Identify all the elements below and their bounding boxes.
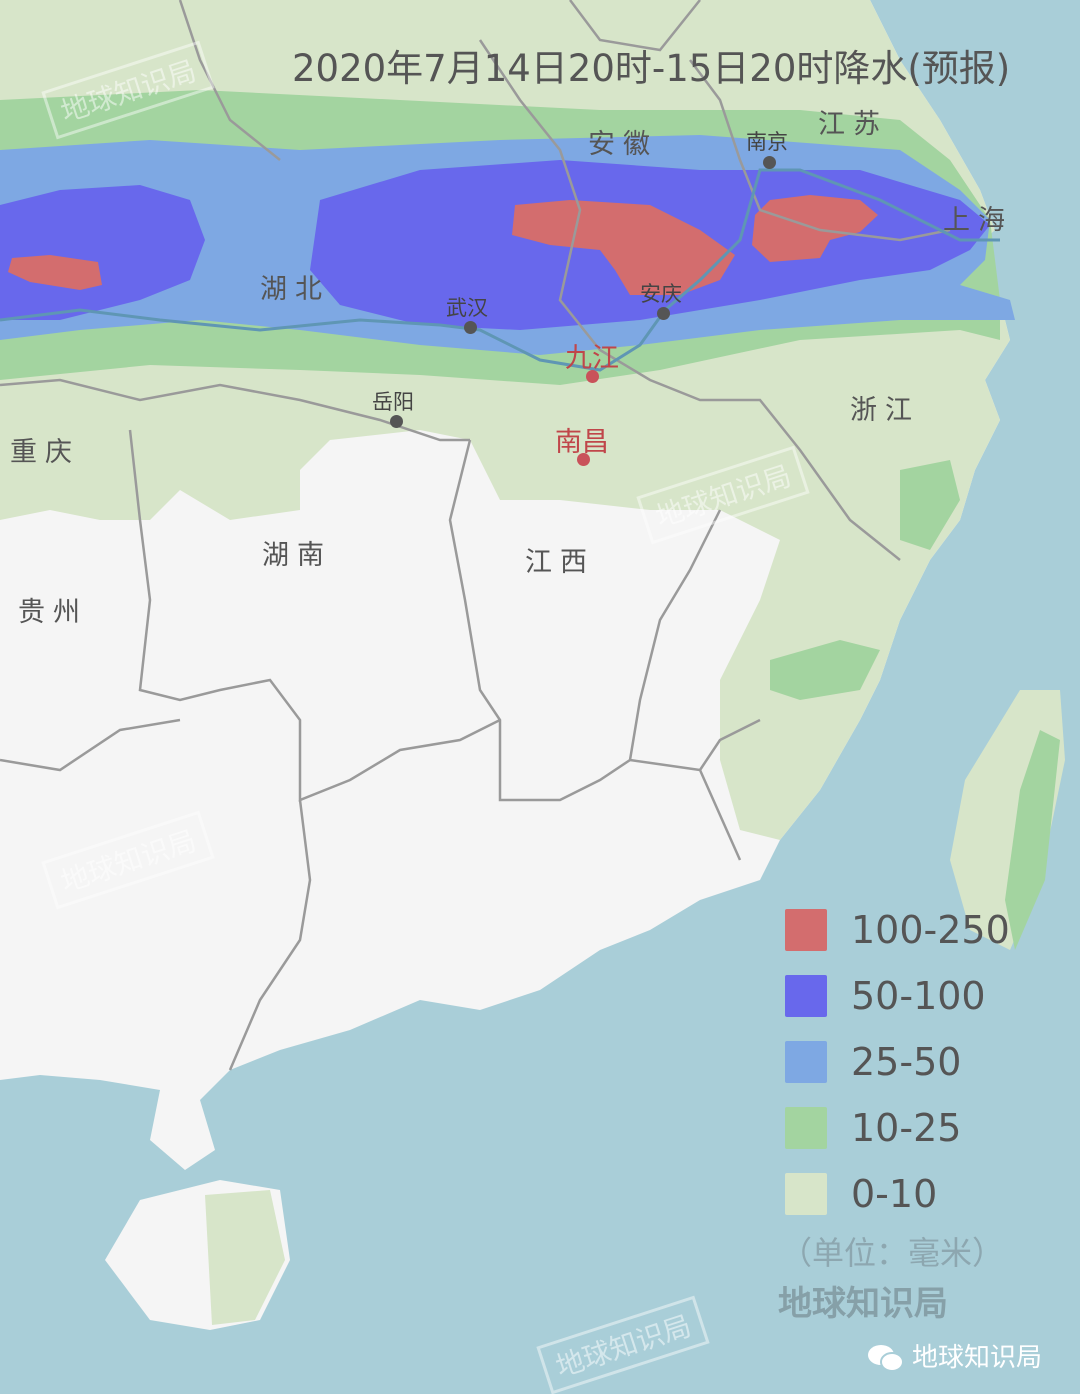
wechat-credit: 地球知识局 (866, 1342, 1042, 1374)
legend-swatch (785, 1107, 827, 1149)
legend: 100-250 50-100 25-50 10-25 0-10 (785, 897, 1010, 1227)
legend-item: 100-250 (785, 897, 1010, 963)
legend-item: 0-10 (785, 1161, 1010, 1227)
legend-swatch (785, 975, 827, 1017)
province-label: 重庆 (10, 437, 80, 468)
province-label: 上海 (943, 205, 1013, 236)
city-label: 武汉 (446, 296, 488, 320)
brand-label: 地球知识局 (778, 1284, 948, 1324)
map-title: 2020年7月14日20时-15日20时降水(预报) (292, 47, 1011, 90)
province-label: 江西 (525, 547, 595, 578)
wechat-account-name: 地球知识局 (912, 1343, 1043, 1373)
city-marker (464, 321, 477, 334)
province-label: 湖南 (262, 540, 332, 571)
province-label: 安徽 (588, 129, 658, 160)
zone-10-25-fujian (770, 640, 880, 700)
province-boundaries (0, 0, 951, 1071)
city-label: 岳阳 (372, 390, 414, 414)
legend-item: 50-100 (785, 963, 1010, 1029)
zone-10-25-zhejiang (900, 460, 960, 550)
zone-100-250-central (512, 200, 735, 295)
legend-label: 25-50 (851, 1040, 962, 1084)
city-label: 九江 (565, 343, 619, 374)
legend-label: 10-25 (851, 1106, 962, 1150)
yangtze-river (0, 168, 1000, 372)
hainan-green (205, 1190, 285, 1325)
wechat-icon (868, 1345, 904, 1372)
city-label: 安庆 (640, 282, 682, 306)
province-label: 江苏 (818, 109, 888, 140)
legend-label: 100-250 (851, 908, 1010, 952)
zone-100-250-west (8, 255, 102, 290)
legend-label: 50-100 (851, 974, 986, 1018)
city-marker (577, 453, 590, 466)
city-label: 南昌 (555, 427, 609, 458)
legend-swatch (785, 1173, 827, 1215)
city-marker (586, 370, 599, 383)
city-marker (763, 156, 776, 169)
province-label: 湖北 (260, 274, 330, 305)
city-marker (657, 307, 670, 320)
legend-swatch (785, 1041, 827, 1083)
city-label: 南京 (746, 130, 788, 154)
legend-label: 0-10 (851, 1172, 938, 1216)
province-label: 贵州 (18, 597, 88, 628)
taiwan-green (1005, 730, 1060, 950)
legend-item: 10-25 (785, 1095, 1010, 1161)
legend-swatch (785, 909, 827, 951)
province-label: 浙江 (850, 395, 920, 426)
zone-50-100-west (0, 185, 205, 320)
legend-item: 25-50 (785, 1029, 1010, 1095)
city-marker (390, 415, 403, 428)
unit-label: （单位：毫米） (780, 1234, 1005, 1272)
